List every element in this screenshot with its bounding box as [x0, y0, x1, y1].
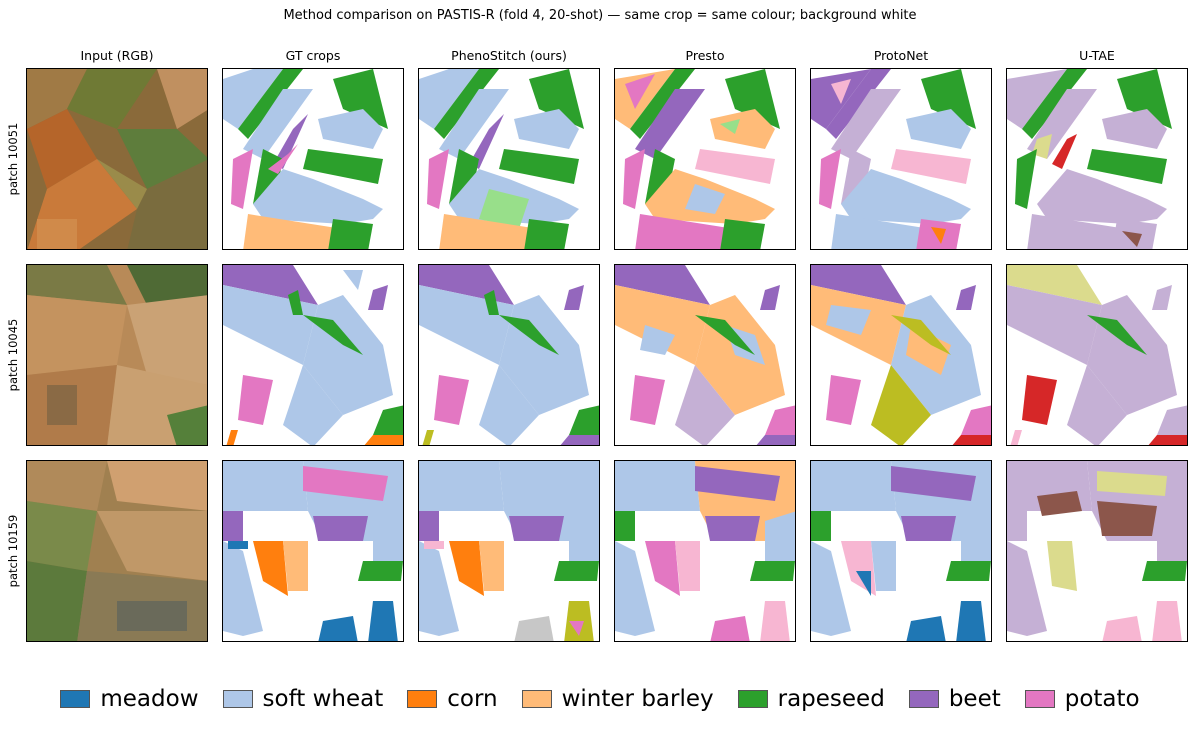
panel-utae-10159 [1006, 460, 1188, 642]
panel-presto-10159 [614, 460, 796, 642]
legend-label-corn: corn [447, 686, 498, 712]
legend-item-corn: corn [407, 686, 498, 712]
panel-protonet-10159 [810, 460, 992, 642]
legend-swatch-meadow [60, 690, 91, 708]
panel-rgb-10051 [26, 68, 208, 250]
panel-gt-10051 [222, 68, 404, 250]
legend-swatch-rapeseed [737, 690, 768, 708]
panel-gt-10045 [222, 264, 404, 446]
legend-swatch-beet [908, 690, 939, 708]
legend-item-beet: beet [908, 686, 1001, 712]
legend: meadow soft wheat corn winter barley rap… [0, 686, 1200, 712]
figure-title: Method comparison on PASTIS-R (fold 4, 2… [283, 8, 917, 23]
legend-item-meadow: meadow [60, 686, 199, 712]
legend-label-winter-barley: winter barley [561, 686, 714, 712]
column-title-input: Input (RGB) [80, 48, 154, 63]
panel-rgb-10045 [26, 264, 208, 446]
panel-presto-10051 [614, 68, 796, 250]
legend-item-potato: potato [1024, 686, 1140, 712]
panel-utae-10051 [1006, 68, 1188, 250]
column-title-phenostitch: PhenoStitch (ours) [451, 48, 567, 63]
panel-phenostitch-10051 [418, 68, 600, 250]
panel-rgb-10159 [26, 460, 208, 642]
legend-swatch-potato [1024, 690, 1055, 708]
column-title-protonet: ProtoNet [873, 48, 929, 63]
legend-label-soft-wheat: soft wheat [262, 686, 384, 712]
legend-label-rapeseed: rapeseed [777, 686, 885, 712]
panel-protonet-10045 [810, 264, 992, 446]
row-label-10051: patch 10051 [6, 122, 20, 196]
column-title-utae: U-TAE [1079, 48, 1115, 63]
row-label-10045: patch 10045 [6, 318, 20, 392]
legend-swatch-corn [407, 690, 438, 708]
legend-label-beet: beet [948, 686, 1001, 712]
legend-label-meadow: meadow [100, 686, 199, 712]
panel-phenostitch-10045 [418, 264, 600, 446]
panel-gt-10159 [222, 460, 404, 642]
legend-label-potato: potato [1064, 686, 1140, 712]
panel-protonet-10051 [810, 68, 992, 250]
legend-swatch-soft-wheat [222, 690, 253, 708]
column-title-gt: GT crops [285, 48, 341, 63]
row-label-10159: patch 10159 [6, 514, 20, 588]
legend-item-winter-barley: winter barley [521, 686, 714, 712]
panel-phenostitch-10159 [418, 460, 600, 642]
column-title-presto: Presto [685, 48, 725, 63]
panel-utae-10045 [1006, 264, 1188, 446]
panel-presto-10045 [614, 264, 796, 446]
legend-item-soft-wheat: soft wheat [222, 686, 384, 712]
legend-swatch-winter-barley [521, 690, 552, 708]
legend-item-rapeseed: rapeseed [737, 686, 885, 712]
